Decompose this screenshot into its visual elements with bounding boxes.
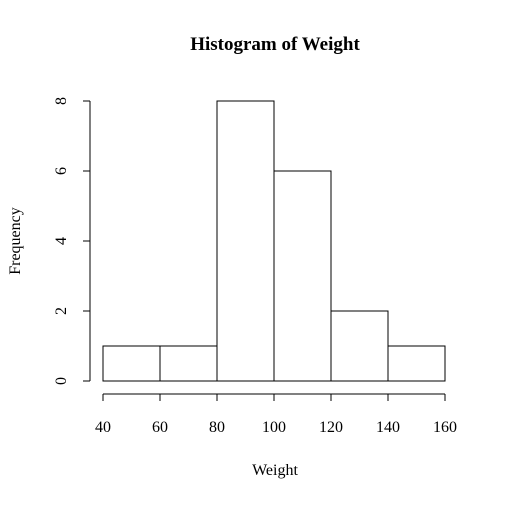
histogram-bar-1 — [159, 345, 218, 382]
x-tick-label-6: 160 — [433, 419, 457, 436]
histogram-bar-3 — [273, 170, 332, 382]
x-tick-label-4: 120 — [319, 419, 343, 436]
histogram-bar-5 — [387, 345, 446, 382]
histogram-bar-2 — [216, 100, 275, 382]
histogram-bar-4 — [330, 310, 389, 382]
x-tick-label-1: 60 — [152, 419, 168, 436]
x-tick-label-2: 80 — [209, 419, 225, 436]
x-tick-label-3: 100 — [262, 419, 286, 436]
x-axis-label: Weight — [252, 462, 298, 479]
x-axis: 40 60 80 100 120 140 160 — [95, 393, 457, 436]
y-tick-label-2: 4 — [53, 237, 70, 245]
x-tick-label-5: 140 — [376, 419, 400, 436]
y-tick-label-1: 2 — [53, 307, 70, 315]
chart-title: Histogram of Weight — [190, 34, 360, 55]
histogram-bar-0 — [102, 345, 161, 382]
y-tick-label-0: 0 — [53, 377, 70, 385]
y-axis: 0 2 4 6 8 — [53, 97, 91, 385]
y-tick-label-3: 6 — [53, 167, 70, 175]
y-axis-label: Frequency — [7, 207, 24, 275]
x-tick-label-0: 40 — [95, 419, 111, 436]
y-tick-label-4: 8 — [53, 97, 70, 105]
bars-group — [102, 100, 446, 382]
